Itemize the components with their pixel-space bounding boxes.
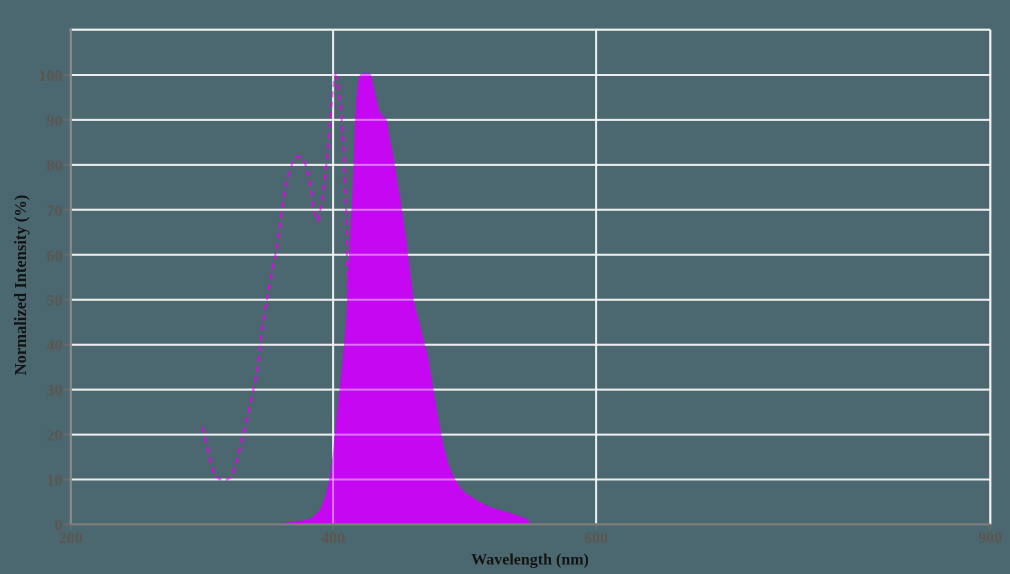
svg-text:60: 60 <box>47 248 63 265</box>
svg-text:50: 50 <box>47 293 63 310</box>
svg-text:10: 10 <box>47 473 63 490</box>
svg-text:30: 30 <box>47 383 63 400</box>
svg-text:20: 20 <box>47 428 63 445</box>
svg-text:Normalized Intensity (%): Normalized Intensity (%) <box>11 195 30 376</box>
svg-text:90: 90 <box>47 113 63 130</box>
svg-text:0: 0 <box>55 517 63 534</box>
svg-text:900: 900 <box>978 530 1002 547</box>
svg-text:600: 600 <box>584 530 608 547</box>
svg-text:70: 70 <box>47 203 63 220</box>
svg-text:80: 80 <box>47 158 63 175</box>
svg-text:100: 100 <box>39 68 63 85</box>
svg-text:40: 40 <box>47 338 63 355</box>
svg-text:Wavelength (nm): Wavelength (nm) <box>471 552 589 569</box>
svg-text:200: 200 <box>59 530 83 547</box>
svg-text:400: 400 <box>321 530 345 547</box>
